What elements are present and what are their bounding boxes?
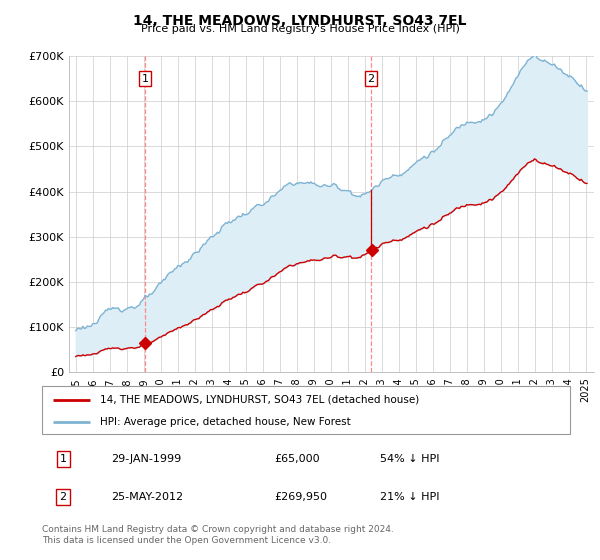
Text: 29-JAN-1999: 29-JAN-1999 (110, 454, 181, 464)
FancyBboxPatch shape (42, 386, 570, 434)
Text: 25-MAY-2012: 25-MAY-2012 (110, 492, 183, 502)
Text: HPI: Average price, detached house, New Forest: HPI: Average price, detached house, New … (100, 417, 351, 427)
Text: 21% ↓ HPI: 21% ↓ HPI (380, 492, 439, 502)
Text: 1: 1 (59, 454, 67, 464)
Text: 2: 2 (59, 492, 67, 502)
Text: Price paid vs. HM Land Registry's House Price Index (HPI): Price paid vs. HM Land Registry's House … (140, 24, 460, 34)
Text: 1: 1 (142, 73, 149, 83)
Text: 2: 2 (368, 73, 374, 83)
Text: £269,950: £269,950 (274, 492, 328, 502)
Text: 54% ↓ HPI: 54% ↓ HPI (380, 454, 439, 464)
Text: 14, THE MEADOWS, LYNDHURST, SO43 7EL (detached house): 14, THE MEADOWS, LYNDHURST, SO43 7EL (de… (100, 395, 419, 405)
Text: 14, THE MEADOWS, LYNDHURST, SO43 7EL: 14, THE MEADOWS, LYNDHURST, SO43 7EL (133, 14, 467, 28)
Text: £65,000: £65,000 (274, 454, 320, 464)
Text: Contains HM Land Registry data © Crown copyright and database right 2024.
This d: Contains HM Land Registry data © Crown c… (42, 525, 394, 545)
